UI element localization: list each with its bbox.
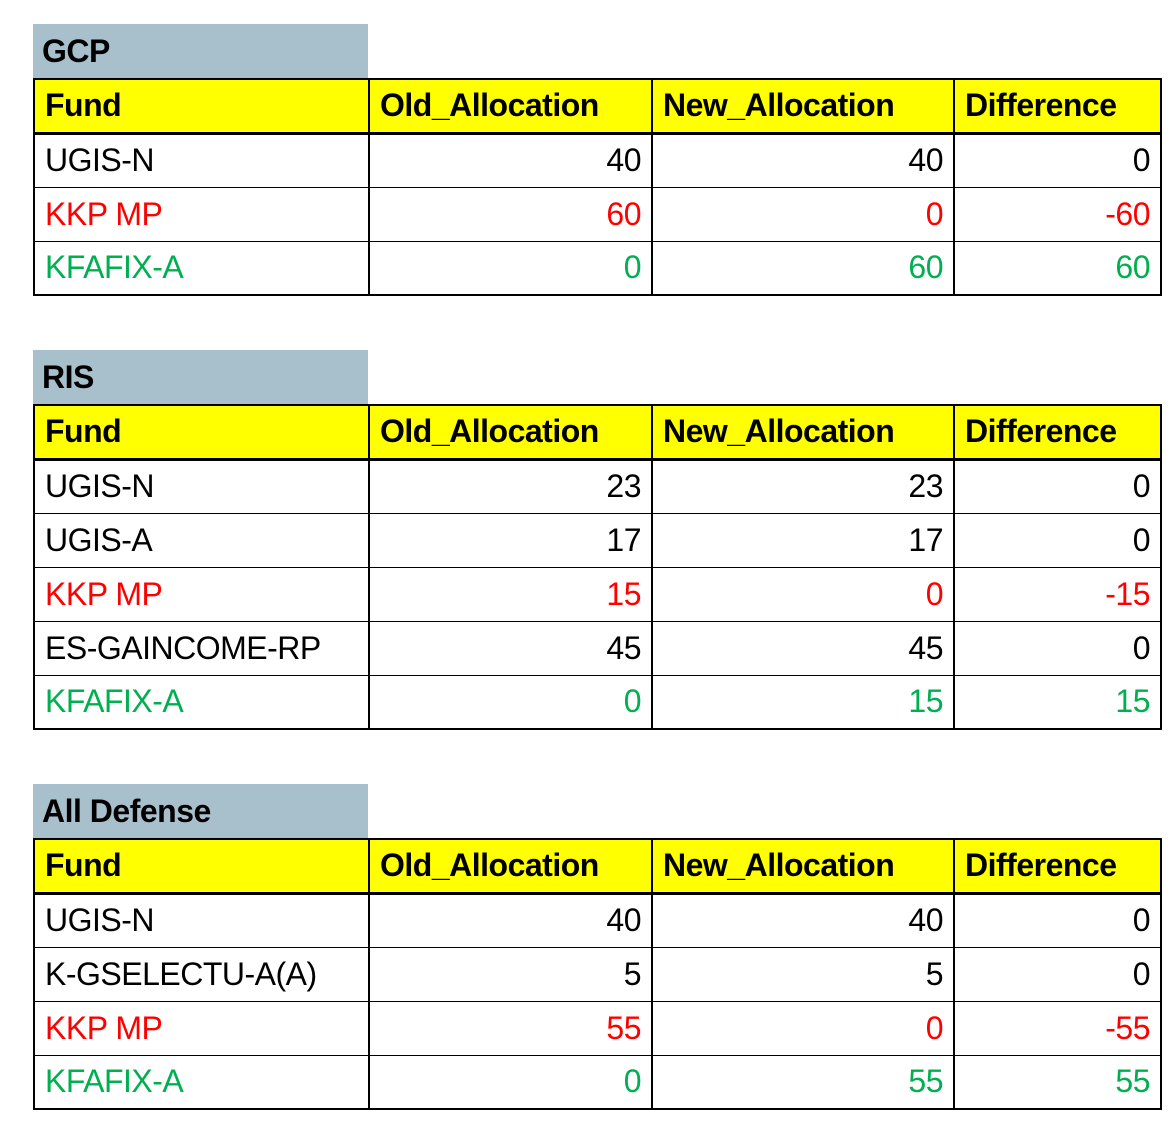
table-row: UGIS-N 23 23 0: [33, 458, 1162, 514]
column-header-new-allocation[interactable]: New_Allocation: [651, 838, 955, 895]
old-allocation-cell[interactable]: 60: [368, 186, 653, 242]
old-allocation-cell[interactable]: 5: [368, 946, 653, 1002]
fund-cell[interactable]: KFAFIX-A: [33, 240, 370, 296]
table-row: UGIS-N 40 40 0: [33, 132, 1162, 188]
header-row: Fund Old_Allocation New_Allocation Differen…: [33, 404, 1162, 461]
column-header-difference[interactable]: Difference: [953, 78, 1162, 135]
new-allocation-cell[interactable]: 5: [651, 946, 955, 1002]
new-allocation-cell[interactable]: 15: [651, 674, 955, 730]
new-allocation-cell[interactable]: 17: [651, 512, 955, 568]
new-allocation-cell[interactable]: 0: [651, 1000, 955, 1056]
table-row: KFAFIX-A 0 60 60: [33, 240, 1162, 296]
new-allocation-cell[interactable]: 0: [651, 186, 955, 242]
column-header-fund[interactable]: Fund: [33, 404, 370, 461]
old-allocation-cell[interactable]: 55: [368, 1000, 653, 1056]
allocation-table-block: GCP Fund Old_Allocation New_Allocation Diffe…: [33, 24, 1175, 296]
old-allocation-cell[interactable]: 23: [368, 458, 653, 514]
fund-cell[interactable]: KKP MP: [33, 1000, 370, 1056]
allocation-table-block: RIS Fund Old_Allocation New_Allocation Diffe…: [33, 350, 1175, 730]
allocation-table: Fund Old_Allocation New_Allocation Differen…: [33, 838, 1162, 1110]
table-row: KKP MP 15 0 -15: [33, 566, 1162, 622]
column-header-difference[interactable]: Difference: [953, 838, 1162, 895]
table-row: KFAFIX-A 0 15 15: [33, 674, 1162, 730]
old-allocation-cell[interactable]: 0: [368, 1054, 653, 1110]
allocation-table-block: All Defense Fund Old_Allocation New_Allocat…: [33, 784, 1175, 1110]
difference-cell[interactable]: -60: [953, 186, 1162, 242]
column-header-old-allocation[interactable]: Old_Allocation: [368, 78, 653, 135]
old-allocation-cell[interactable]: 45: [368, 620, 653, 676]
new-allocation-cell[interactable]: 0: [651, 566, 955, 622]
fund-cell[interactable]: UGIS-A: [33, 512, 370, 568]
column-header-fund[interactable]: Fund: [33, 78, 370, 135]
difference-cell[interactable]: 0: [953, 892, 1162, 948]
fund-cell[interactable]: UGIS-N: [33, 892, 370, 948]
column-header-fund[interactable]: Fund: [33, 838, 370, 895]
table-row: KFAFIX-A 0 55 55: [33, 1054, 1162, 1110]
difference-cell[interactable]: 60: [953, 240, 1162, 296]
column-header-difference[interactable]: Difference: [953, 404, 1162, 461]
fund-cell[interactable]: KKP MP: [33, 566, 370, 622]
allocation-table: Fund Old_Allocation New_Allocation Differen…: [33, 78, 1162, 296]
difference-cell[interactable]: 0: [953, 458, 1162, 514]
table-row: K-GSELECTU-A(A) 5 5 0: [33, 946, 1162, 1002]
new-allocation-cell[interactable]: 55: [651, 1054, 955, 1110]
difference-cell[interactable]: 0: [953, 620, 1162, 676]
old-allocation-cell[interactable]: 0: [368, 674, 653, 730]
table-row: UGIS-A 17 17 0: [33, 512, 1162, 568]
header-row: Fund Old_Allocation New_Allocation Differen…: [33, 838, 1162, 895]
fund-cell[interactable]: KFAFIX-A: [33, 674, 370, 730]
table-title-cell[interactable]: All Defense: [33, 784, 368, 838]
fund-cell[interactable]: UGIS-N: [33, 458, 370, 514]
column-header-old-allocation[interactable]: Old_Allocation: [368, 404, 653, 461]
fund-cell[interactable]: KKP MP: [33, 186, 370, 242]
header-row: Fund Old_Allocation New_Allocation Differen…: [33, 78, 1162, 135]
column-header-old-allocation[interactable]: Old_Allocation: [368, 838, 653, 895]
fund-cell[interactable]: K-GSELECTU-A(A): [33, 946, 370, 1002]
difference-cell[interactable]: -55: [953, 1000, 1162, 1056]
fund-cell[interactable]: ES-GAINCOME-RP: [33, 620, 370, 676]
table-row: UGIS-N 40 40 0: [33, 892, 1162, 948]
difference-cell[interactable]: 0: [953, 512, 1162, 568]
table-row: KKP MP 60 0 -60: [33, 186, 1162, 242]
table-row: KKP MP 55 0 -55: [33, 1000, 1162, 1056]
difference-cell[interactable]: 0: [953, 132, 1162, 188]
table-title-cell[interactable]: RIS: [33, 350, 368, 404]
fund-cell[interactable]: KFAFIX-A: [33, 1054, 370, 1110]
table-title-cell[interactable]: GCP: [33, 24, 368, 78]
difference-cell[interactable]: -15: [953, 566, 1162, 622]
difference-cell[interactable]: 55: [953, 1054, 1162, 1110]
new-allocation-cell[interactable]: 45: [651, 620, 955, 676]
column-header-new-allocation[interactable]: New_Allocation: [651, 78, 955, 135]
table-row: ES-GAINCOME-RP 45 45 0: [33, 620, 1162, 676]
fund-cell[interactable]: UGIS-N: [33, 132, 370, 188]
difference-cell[interactable]: 15: [953, 674, 1162, 730]
old-allocation-cell[interactable]: 40: [368, 132, 653, 188]
new-allocation-cell[interactable]: 40: [651, 132, 955, 188]
old-allocation-cell[interactable]: 17: [368, 512, 653, 568]
new-allocation-cell[interactable]: 60: [651, 240, 955, 296]
old-allocation-cell[interactable]: 40: [368, 892, 653, 948]
new-allocation-cell[interactable]: 40: [651, 892, 955, 948]
old-allocation-cell[interactable]: 15: [368, 566, 653, 622]
allocation-table: Fund Old_Allocation New_Allocation Differen…: [33, 404, 1162, 730]
difference-cell[interactable]: 0: [953, 946, 1162, 1002]
old-allocation-cell[interactable]: 0: [368, 240, 653, 296]
new-allocation-cell[interactable]: 23: [651, 458, 955, 514]
column-header-new-allocation[interactable]: New_Allocation: [651, 404, 955, 461]
